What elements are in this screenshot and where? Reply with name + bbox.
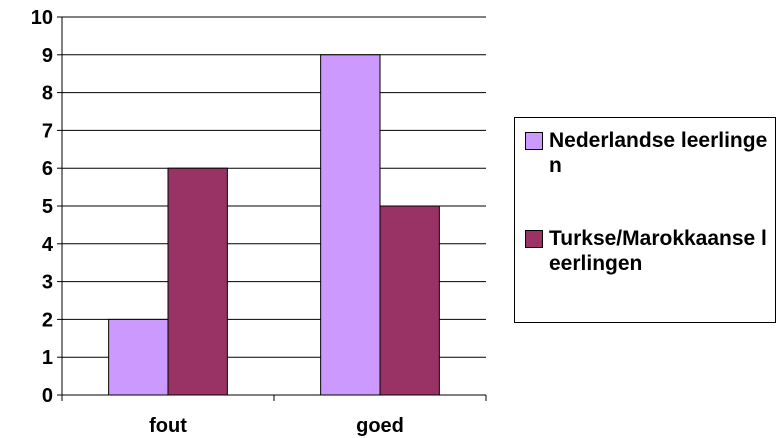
y-tick-label: 0 — [42, 385, 53, 407]
y-tick-label: 3 — [42, 272, 53, 294]
y-tick-label: 8 — [42, 83, 53, 105]
bars — [108, 54, 440, 396]
y-tick-label: 10 — [31, 7, 53, 29]
y-tick-label: 7 — [42, 120, 53, 142]
y-tick-label: 4 — [42, 234, 54, 256]
y-tick-label: 1 — [42, 347, 53, 369]
y-axis-ticks: 0 1 2 3 4 5 6 7 8 9 10 — [31, 7, 62, 407]
x-tick-label: fout — [149, 415, 187, 437]
legend-label-turkse-marokkaanse: Turkse/Marokkaanse leerlingen — [549, 227, 767, 275]
legend-label-nederlandse: Nederlandse leerlingen — [549, 129, 768, 177]
y-tick-label: 6 — [42, 158, 53, 180]
bar-goed-series-0 — [320, 54, 381, 396]
legend: Nederlandse leerlingen Turkse/Marokkaans… — [514, 117, 776, 323]
y-tick-label: 2 — [42, 309, 53, 331]
bar-goed-series-1 — [379, 205, 440, 396]
x-tick-label: goed — [356, 415, 404, 437]
legend-item-turkse-marokkaanse: Turkse/Marokkaanse leerlingen — [525, 226, 769, 276]
x-axis-ticks: fout goed — [149, 415, 404, 437]
bar-fout-series-1 — [167, 167, 228, 396]
legend-item-nederlandse: Nederlandse leerlingen — [525, 128, 769, 178]
legend-swatch-turkse-marokkaanse — [525, 230, 543, 248]
y-tick-label: 9 — [42, 45, 53, 67]
bar-fout-series-0 — [108, 318, 169, 396]
legend-swatch-nederlandse — [525, 132, 543, 150]
y-tick-label: 5 — [42, 196, 53, 218]
